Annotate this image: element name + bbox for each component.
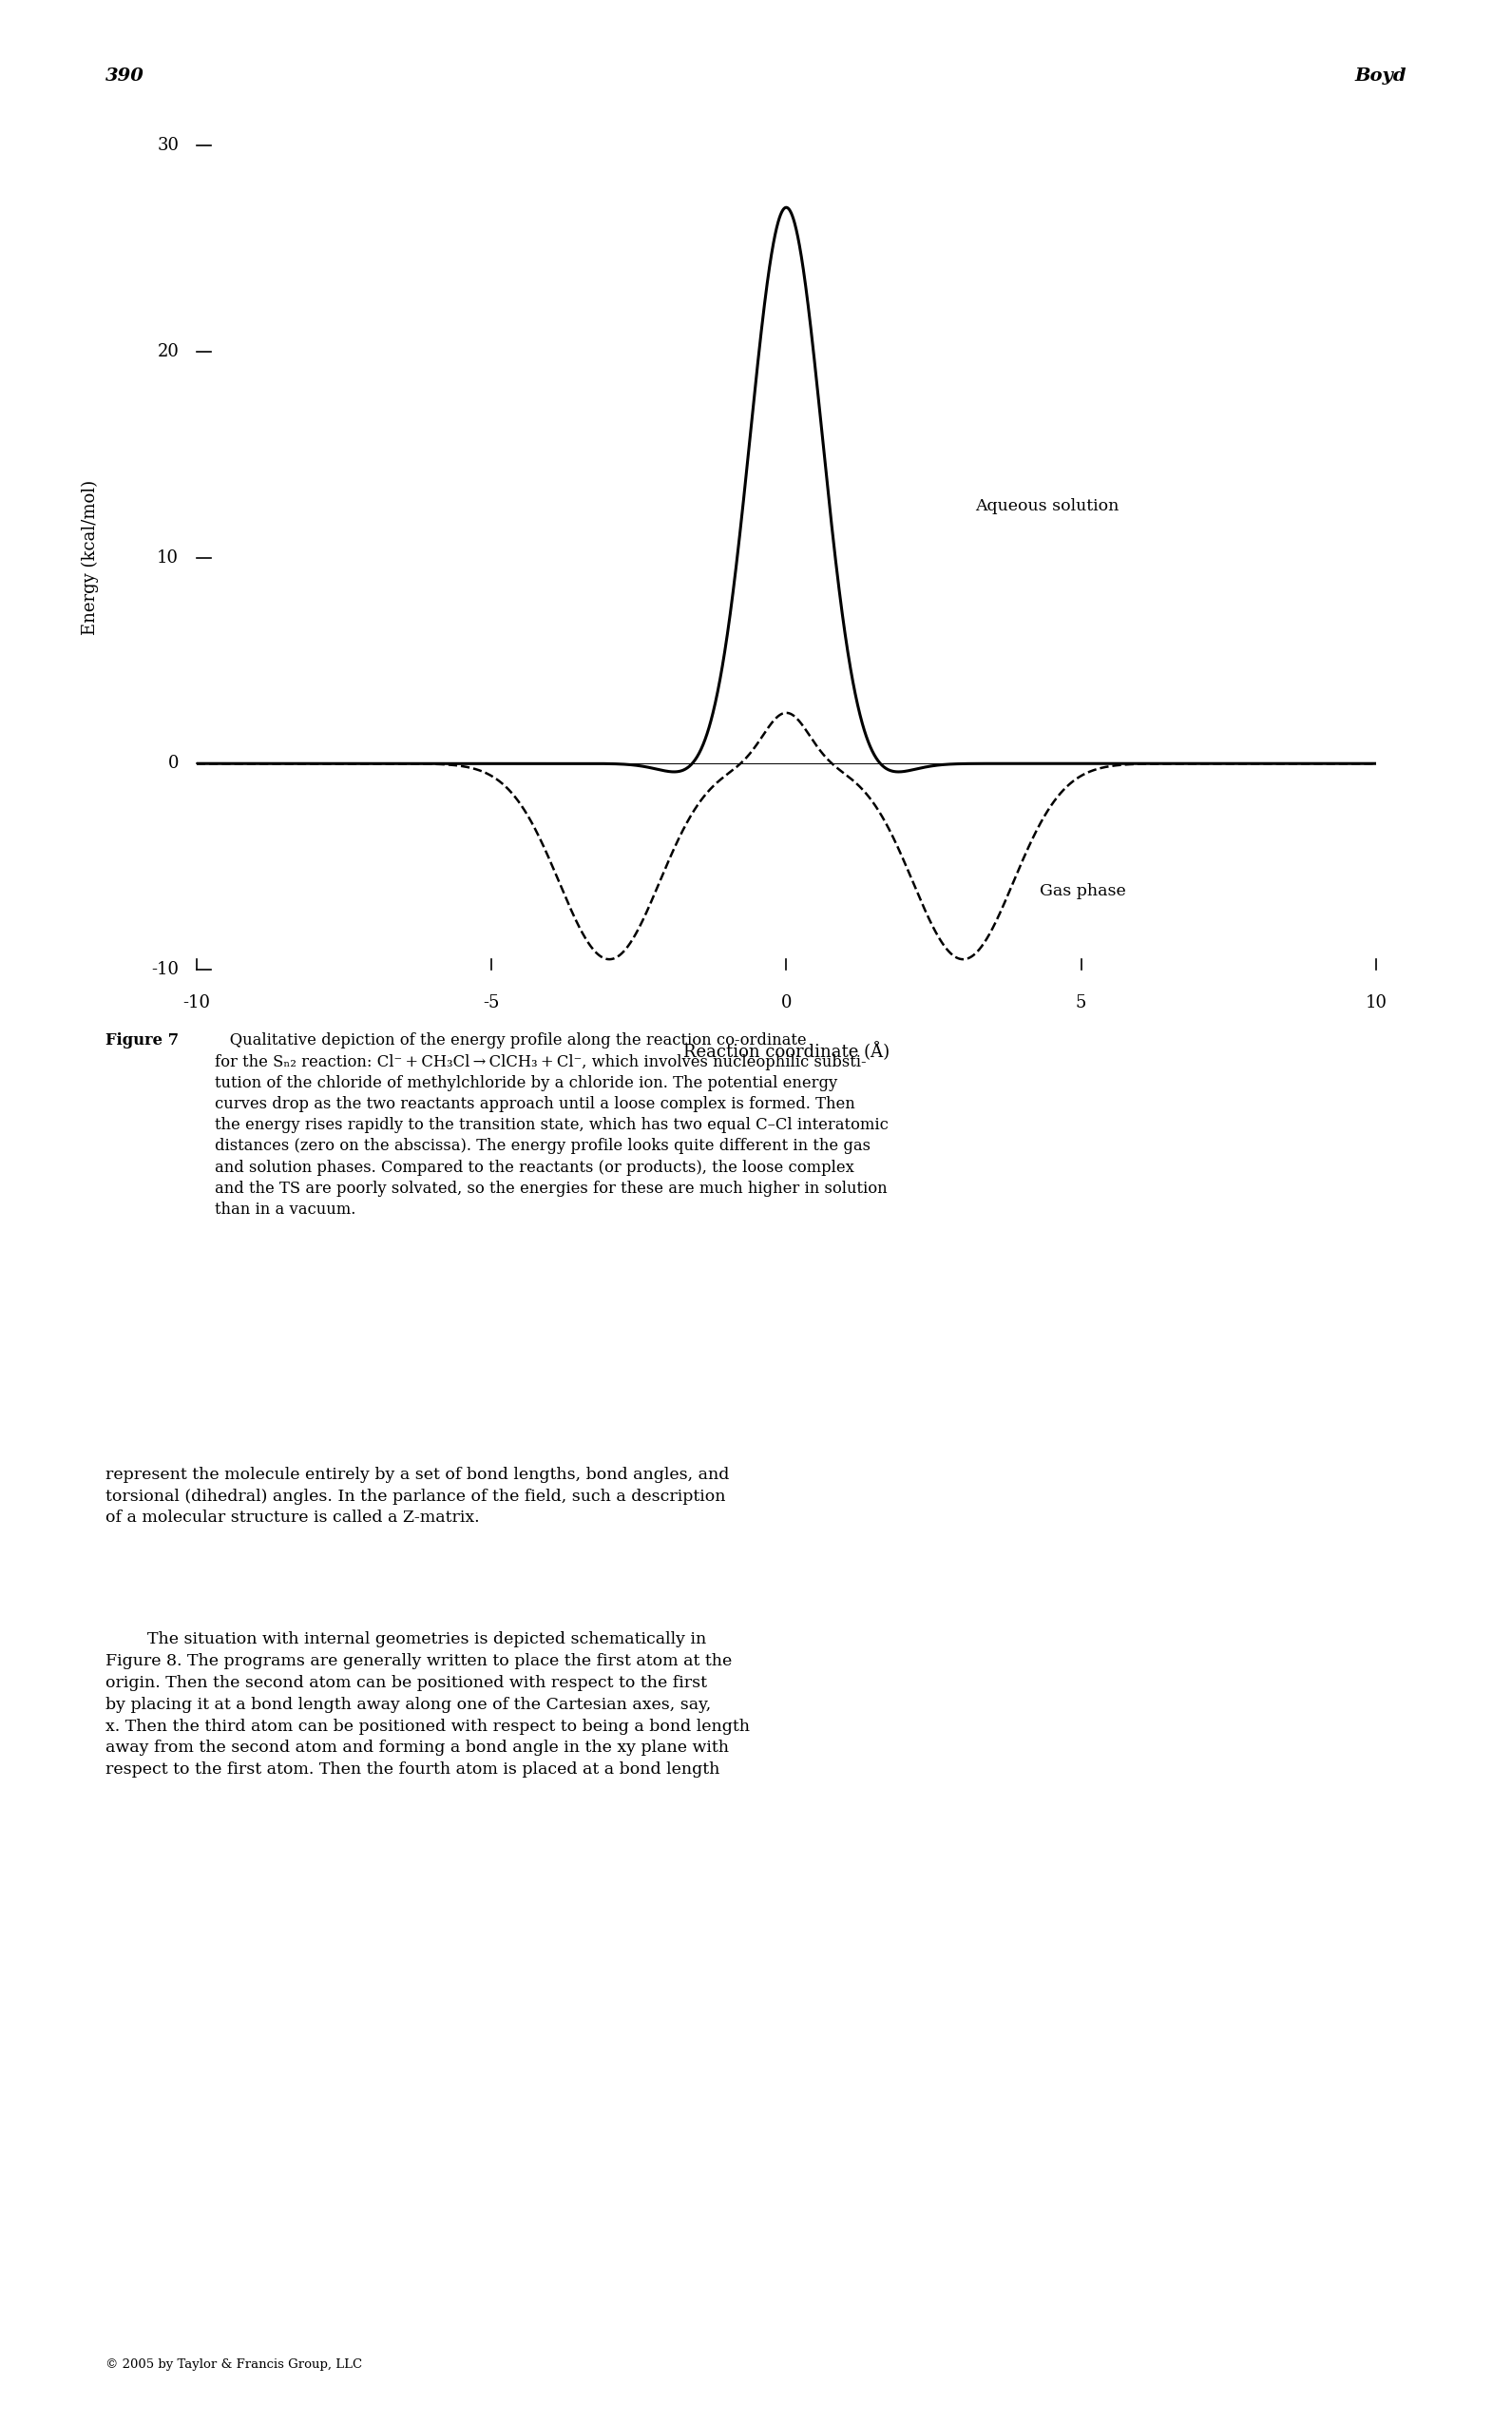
Text: Energy (kcal/mol): Energy (kcal/mol) <box>82 480 100 635</box>
Text: -5: -5 <box>484 994 499 1011</box>
Text: 10: 10 <box>1365 994 1387 1011</box>
Text: 30: 30 <box>157 136 178 155</box>
Text: The situation with internal geometries is depicted schematically in
Figure 8. Th: The situation with internal geometries i… <box>106 1631 750 1777</box>
Text: Figure 7: Figure 7 <box>106 1033 178 1050</box>
Text: Gas phase: Gas phase <box>1040 882 1126 899</box>
Text: -10: -10 <box>183 994 210 1011</box>
Text: 0: 0 <box>168 754 178 773</box>
Text: 0: 0 <box>780 994 792 1011</box>
Text: -10: -10 <box>151 960 178 979</box>
Text: represent the molecule entirely by a set of bond lengths, bond angles, and
torsi: represent the molecule entirely by a set… <box>106 1467 730 1527</box>
Text: Reaction coordinate (Å): Reaction coordinate (Å) <box>683 1042 889 1062</box>
Text: Aqueous solution: Aqueous solution <box>975 497 1119 514</box>
Text: Qualitative depiction of the energy profile along the reaction co-ordinate
for t: Qualitative depiction of the energy prof… <box>215 1033 889 1217</box>
Text: 390: 390 <box>106 68 145 85</box>
Text: Boyd: Boyd <box>1355 68 1406 85</box>
Text: 5: 5 <box>1075 994 1087 1011</box>
Text: © 2005 by Taylor & Francis Group, LLC: © 2005 by Taylor & Francis Group, LLC <box>106 2359 363 2371</box>
Text: 10: 10 <box>157 548 178 567</box>
Text: 20: 20 <box>157 342 178 361</box>
